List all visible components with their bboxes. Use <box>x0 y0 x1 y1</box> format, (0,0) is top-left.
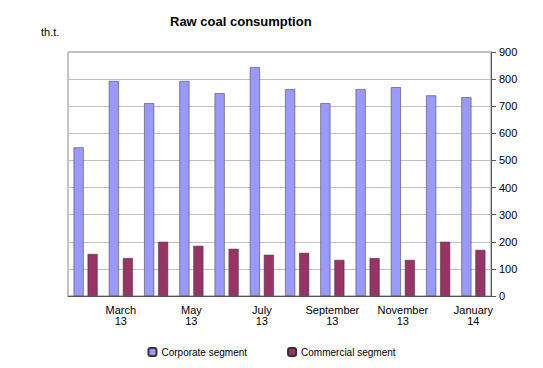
svg-text:Raw coal consumption: Raw coal consumption <box>170 14 312 29</box>
svg-text:500: 500 <box>499 154 517 166</box>
svg-text:September: September <box>305 303 360 316</box>
svg-text:Commercial segment: Commercial segment <box>301 347 396 358</box>
svg-text:800: 800 <box>499 73 517 85</box>
svg-text:13: 13 <box>256 315 268 327</box>
svg-text:13: 13 <box>326 315 338 327</box>
svg-text:0: 0 <box>499 290 505 302</box>
svg-text:13: 13 <box>397 315 409 327</box>
svg-text:300: 300 <box>499 209 517 221</box>
svg-text:13: 13 <box>185 315 197 327</box>
svg-text:13: 13 <box>115 315 127 327</box>
svg-text:January: January <box>453 303 493 316</box>
svg-text:400: 400 <box>499 182 517 194</box>
svg-text:14: 14 <box>467 315 479 327</box>
svg-text:November: November <box>377 303 429 316</box>
svg-text:100: 100 <box>499 263 517 275</box>
svg-text:900: 900 <box>499 46 517 58</box>
svg-text:May: May <box>181 303 202 316</box>
svg-text:July: July <box>252 303 272 316</box>
svg-text:600: 600 <box>499 127 517 139</box>
svg-text:Corporate segment: Corporate segment <box>161 347 247 358</box>
svg-text:200: 200 <box>499 236 517 248</box>
svg-text:th.t.: th.t. <box>41 26 59 38</box>
svg-text:700: 700 <box>499 100 517 112</box>
svg-text:March: March <box>105 303 137 316</box>
